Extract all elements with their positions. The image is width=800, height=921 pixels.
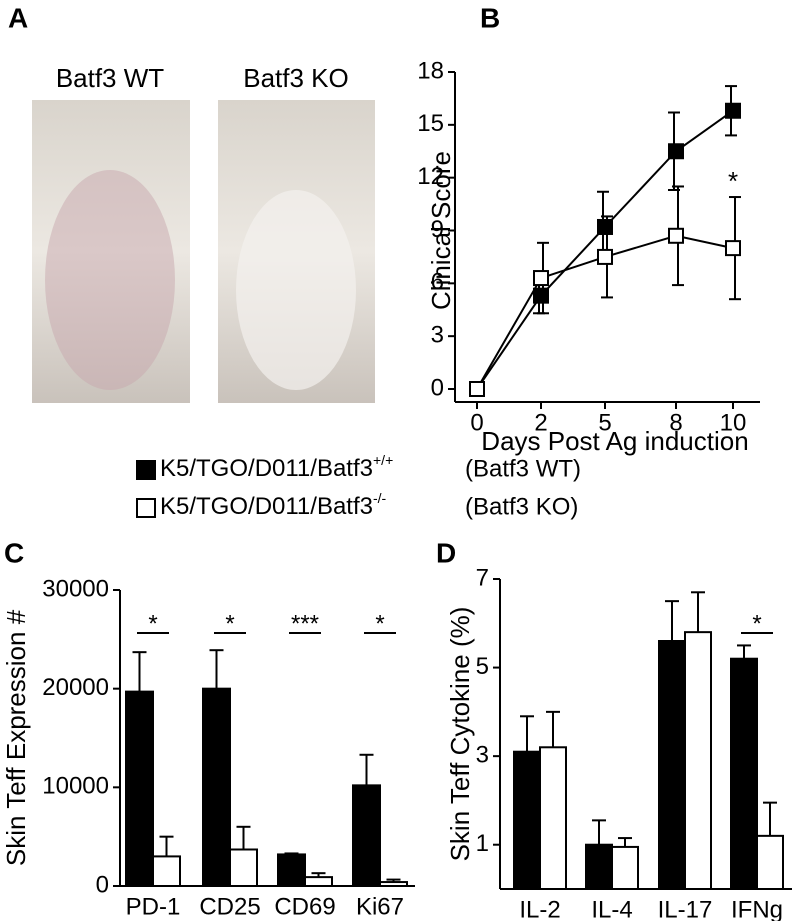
legend-note: (Batf3 KO) xyxy=(465,493,578,520)
y-axis-title: Clinical Score xyxy=(426,151,456,310)
marker xyxy=(725,240,741,257)
bar xyxy=(730,657,758,891)
x-tick-label: CD69 xyxy=(274,893,335,920)
legend-label: K5/TGO/D011/Batf3+/+ xyxy=(160,452,393,483)
y-tick-label: 18 xyxy=(417,57,444,84)
y-tick-label: 10000 xyxy=(42,773,109,800)
significance: * xyxy=(375,610,384,637)
legend-sup: +/+ xyxy=(373,452,393,468)
marker xyxy=(725,102,741,119)
marker xyxy=(597,248,613,265)
marker xyxy=(533,287,549,304)
legend-swatch xyxy=(136,460,156,480)
x-tick-label: IL-17 xyxy=(658,896,713,921)
y-tick-label: 12 xyxy=(417,163,444,190)
y-tick-label: 6 xyxy=(431,269,444,296)
marker xyxy=(668,227,684,244)
significance: * xyxy=(225,610,234,637)
bar xyxy=(125,690,154,887)
y-tick-label: 9 xyxy=(431,216,444,243)
significance: * xyxy=(752,610,761,637)
x-tick-label: Ki67 xyxy=(356,893,404,920)
bar xyxy=(277,853,306,888)
y-tick-label: 20000 xyxy=(42,674,109,701)
panel-letter: D xyxy=(436,537,456,568)
legend-label: K5/TGO/D011/Batf3-/- xyxy=(160,490,387,521)
photo-label: Batf3 WT xyxy=(56,63,164,93)
bar xyxy=(611,845,639,891)
x-tick-label: 2 xyxy=(534,409,547,436)
x-tick-label: IFNg xyxy=(731,896,783,921)
bar xyxy=(152,855,181,888)
y-tick-label: 30000 xyxy=(42,575,109,602)
legend-text: K5/TGO/D011/Batf3 xyxy=(160,493,373,520)
photo-detail xyxy=(45,170,175,390)
bar xyxy=(304,876,333,887)
marker xyxy=(533,270,549,287)
x-tick-label: CD25 xyxy=(199,893,260,920)
y-axis-title: Skin Teff Expression # xyxy=(1,609,31,866)
y-tick-label: 15 xyxy=(417,110,444,137)
x-tick-label: 5 xyxy=(598,409,611,436)
bar xyxy=(202,687,231,888)
photo-detail xyxy=(236,190,356,390)
panel-letter: A xyxy=(8,2,28,33)
significance: * xyxy=(728,166,738,196)
x-axis-title: Days Post Ag induction xyxy=(481,426,748,456)
marker xyxy=(597,218,613,235)
y-tick-label: 0 xyxy=(96,871,109,898)
legend-swatch xyxy=(136,498,156,518)
y-tick-label: 7 xyxy=(476,564,489,591)
x-tick-label: 10 xyxy=(720,409,747,436)
y-tick-label: 0 xyxy=(431,374,444,401)
y-tick-label: 3 xyxy=(476,741,489,768)
panel-letter: B xyxy=(480,2,500,33)
x-tick-label: PD-1 xyxy=(126,893,181,920)
legend-note: (Batf3 WT) xyxy=(465,455,581,482)
photo-label: Batf3 KO xyxy=(243,63,349,93)
x-tick-label: 0 xyxy=(470,409,483,436)
bar xyxy=(658,640,686,890)
legend-text: K5/TGO/D011/Batf3 xyxy=(160,455,373,482)
significance: *** xyxy=(291,610,319,637)
y-tick-label: 1 xyxy=(476,830,489,857)
legend-sup: -/- xyxy=(373,490,387,506)
panel-letter: C xyxy=(4,537,24,568)
x-tick-label: 8 xyxy=(669,409,682,436)
marker xyxy=(469,381,485,397)
bar xyxy=(539,746,567,890)
bar xyxy=(352,784,381,887)
bar xyxy=(585,843,613,891)
x-tick-label: IL-4 xyxy=(591,896,632,921)
x-tick-label: IL-2 xyxy=(519,896,560,921)
marker xyxy=(668,143,684,160)
significance: * xyxy=(148,610,157,637)
bar xyxy=(379,881,408,888)
bar xyxy=(684,631,712,891)
y-tick-label: 5 xyxy=(476,653,489,680)
bar xyxy=(513,750,541,891)
y-axis-title: Skin Teff Cytokine (%) xyxy=(445,607,475,862)
bar xyxy=(229,848,258,888)
bar xyxy=(756,834,784,890)
y-tick-label: 3 xyxy=(431,322,444,349)
